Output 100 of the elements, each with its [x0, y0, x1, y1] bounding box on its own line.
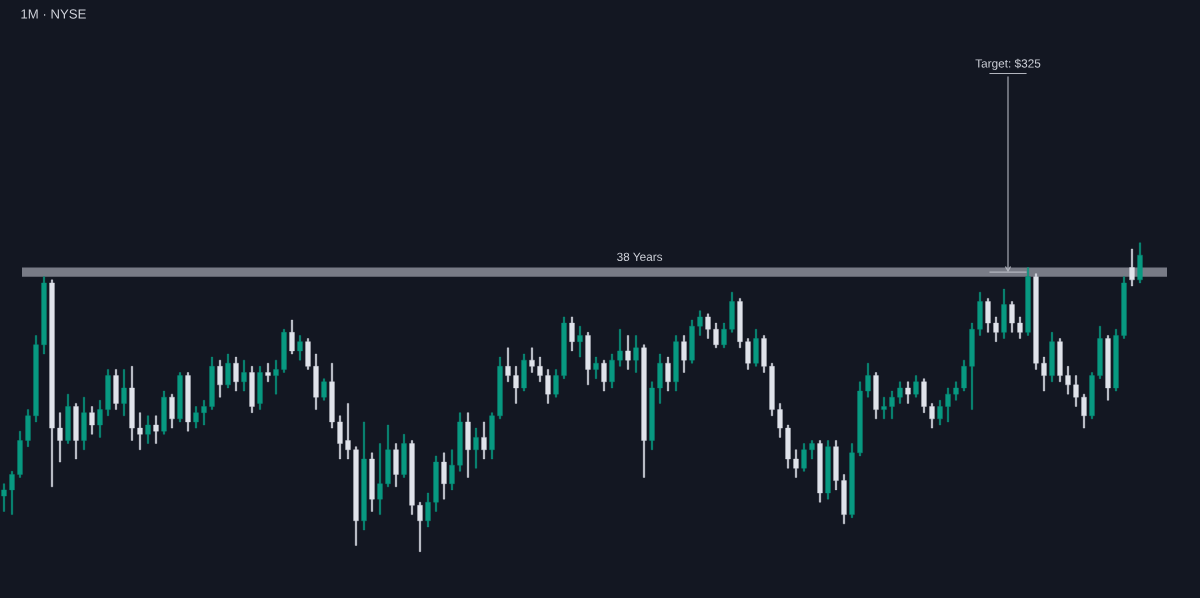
candlestick	[873, 372, 879, 420]
candlestick	[257, 366, 263, 410]
candlestick	[449, 449, 455, 491]
candlestick	[953, 381, 959, 401]
candlestick	[465, 412, 471, 478]
candlestick	[129, 366, 135, 441]
candlestick	[521, 353, 527, 392]
candlestick	[217, 359, 223, 398]
candlestick	[609, 353, 615, 389]
candlestick	[505, 347, 511, 382]
candlestick	[1073, 375, 1079, 407]
candlestick	[817, 440, 823, 503]
candlestick	[1121, 276, 1127, 339]
candlestick	[105, 369, 111, 416]
candlestick	[1, 483, 7, 512]
candlestick	[169, 393, 175, 429]
candlestick	[409, 440, 415, 515]
candlestick	[529, 347, 535, 373]
candlestick	[617, 329, 623, 367]
candlestick	[689, 319, 695, 364]
candlestick	[385, 424, 391, 488]
candlestick	[225, 353, 231, 389]
candlestick	[673, 335, 679, 392]
candlestick	[329, 363, 335, 429]
candlestick	[313, 353, 319, 410]
candlestick	[369, 452, 375, 512]
candlestick	[1129, 248, 1135, 287]
candlestick	[1041, 356, 1047, 392]
candlestick	[17, 430, 23, 478]
candlestick	[601, 359, 607, 392]
candlestick	[1113, 329, 1119, 392]
candlestick	[321, 378, 327, 401]
candlestick	[857, 381, 863, 457]
candlestick	[969, 322, 975, 410]
candlestick	[145, 415, 151, 444]
candlestick	[569, 316, 575, 352]
candlestick	[921, 378, 927, 413]
candlestick	[745, 338, 751, 370]
candlestick	[9, 471, 15, 515]
candlestick	[305, 338, 311, 370]
candlestick	[657, 353, 663, 404]
candlestick	[1001, 288, 1007, 339]
candlestick	[1033, 273, 1039, 370]
candlestick	[513, 366, 519, 404]
candlestick	[1025, 267, 1031, 336]
candlestick	[1089, 372, 1095, 420]
candlestick	[913, 375, 919, 398]
candlestick	[737, 298, 743, 349]
candlestick	[65, 393, 71, 444]
candlestick	[833, 440, 839, 491]
text: Target: $325	[975, 58, 1041, 70]
candlestick	[801, 443, 807, 472]
candlestick	[1105, 335, 1111, 401]
candlestick	[425, 492, 431, 528]
candlestick	[57, 412, 63, 463]
candlestick	[297, 335, 303, 361]
candlestick	[281, 329, 287, 373]
candlestick	[441, 452, 447, 500]
candlestick	[585, 332, 591, 386]
candlestick	[377, 443, 383, 515]
candlestick	[993, 316, 999, 342]
candlestick	[545, 369, 551, 404]
candlestick	[137, 412, 143, 450]
candlestick	[89, 406, 95, 435]
candlestick	[233, 356, 239, 392]
candlestick	[353, 446, 359, 546]
chart-title: 1M · NYSE	[21, 9, 86, 19]
candlestick	[681, 335, 687, 373]
candlestick	[705, 313, 711, 339]
candlestick	[649, 381, 655, 450]
candlestick	[497, 356, 503, 420]
candlestick	[713, 322, 719, 349]
candlestick	[273, 359, 279, 395]
candlestick	[593, 356, 599, 379]
candlestick	[345, 403, 351, 460]
candlestick	[81, 397, 87, 450]
band-label: 38 Years	[617, 252, 663, 261]
candlestick	[25, 409, 31, 447]
candlestick	[209, 356, 215, 410]
candlestick	[865, 363, 871, 398]
candlestick	[897, 381, 903, 404]
candlestick	[977, 291, 983, 336]
candlestick	[793, 449, 799, 478]
candlestick	[1137, 242, 1143, 284]
candlestick	[785, 424, 791, 469]
candlestick	[809, 440, 815, 460]
candlestick	[393, 443, 399, 488]
candlestick	[1017, 316, 1023, 339]
candlestick	[1097, 325, 1103, 379]
candlestick	[633, 335, 639, 373]
candlestick	[841, 474, 847, 525]
candlestick	[729, 291, 735, 333]
candlestick	[753, 329, 759, 367]
candlestick	[1057, 338, 1063, 382]
candlestick	[361, 421, 367, 531]
candlestick	[33, 335, 39, 423]
candlestick	[1009, 301, 1015, 333]
candlestick	[185, 372, 191, 432]
candlestick	[153, 415, 159, 444]
candlestick	[889, 390, 895, 420]
